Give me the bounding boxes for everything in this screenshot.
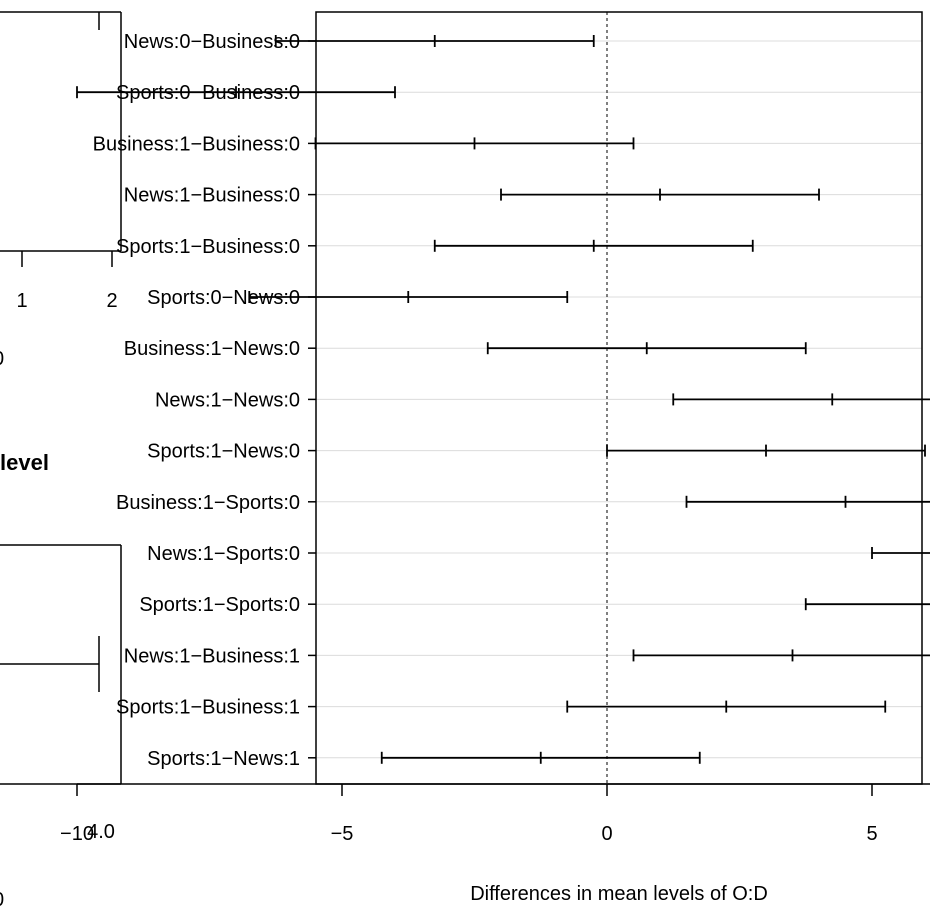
x-axis-title: Differences in mean levels of O:D [470, 883, 768, 905]
frag-level-label: level [0, 450, 49, 475]
plot-frame [315, 11, 923, 785]
category-label: News:0−Business:0 [124, 31, 300, 53]
error-bars [76, 35, 930, 764]
category-label: Business:1−News:0 [124, 338, 300, 360]
category-label: News:1−Sports:0 [147, 543, 300, 565]
x-tick-label: 5 [866, 823, 877, 845]
category-label: News:1−News:0 [155, 389, 300, 411]
category-label: Business:1−Sports:0 [116, 492, 300, 514]
category-label: News:1−Business:1 [124, 645, 300, 667]
category-label: Sports:1−Sports:0 [139, 594, 300, 616]
x-tick-label: −5 [331, 823, 354, 845]
category-label: Sports:0−Business:0 [116, 82, 300, 104]
category-label: Sports:1−News:1 [147, 748, 300, 770]
frag-tick-label-2: 2 [106, 290, 117, 312]
frag-tick-label-1: 1 [16, 290, 27, 312]
frag-partial-zero: 0 [0, 348, 4, 370]
frag-tick-label-4: 4.0 [87, 821, 115, 843]
x-tick-label: −10 [60, 823, 94, 845]
category-labels: News:0−Business:0 Sports:0−Business:0 Busi… [93, 31, 316, 770]
category-label: News:1−Business:0 [124, 185, 300, 207]
category-label: Sports:1−Business:0 [116, 236, 300, 258]
category-label: Sports:0−News:0 [147, 287, 300, 309]
category-label: Sports:1−Business:1 [116, 697, 300, 719]
x-axis: −10−50510 [60, 783, 930, 845]
category-label: Business:1−Business:0 [93, 133, 300, 155]
x-tick-label: 0 [601, 823, 612, 845]
frag-bottom-zero: 0 [0, 889, 4, 911]
category-label: Sports:1−News:0 [147, 441, 300, 463]
